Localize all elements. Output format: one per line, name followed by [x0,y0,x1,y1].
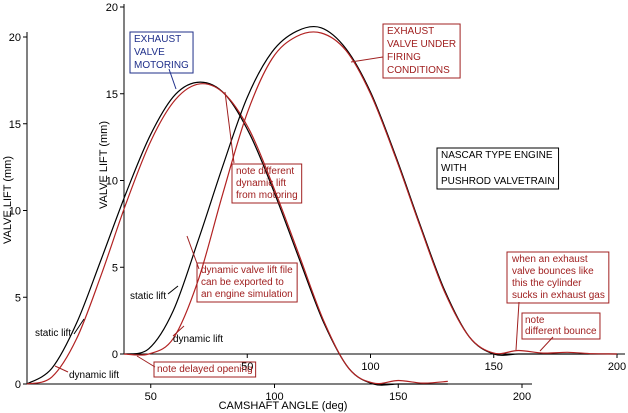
front-x-tick-label: 150 [485,361,503,373]
export-leader [186,235,200,270]
front-dynamic-label-line: dynamic lift [173,334,223,345]
note-different-dynamic-label-box [231,163,303,204]
back-static-label: static lift [35,328,71,339]
export-label-line: an engine simulation [201,289,293,300]
nascar-label: NASCAR TYPE ENGINE WITH PUSHROD VALVETRAIN [436,147,560,190]
back-y-tick-label: 10 [9,206,21,218]
note-different-bounce-label-line: note [525,315,545,326]
nascar-label-box [436,147,560,190]
annotations-layer: EXHAUST VALVE MOTORING EXHAUST VALVE UNDER FI… [35,23,610,381]
firing-label-line: CONDITIONS [387,65,450,76]
note-different-dynamic-leader [224,91,235,164]
front-x-tick-label: 100 [361,361,379,373]
front-y-tick-label: 5 [112,262,118,274]
delayed-opening-label-box [153,361,257,378]
delayed-opening-label-line: note delayed opening [157,364,253,375]
bounce-explanation-label-line: valve bounces like [512,266,594,277]
nascar-label-line: WITH [441,163,467,174]
back-y-tick-label: 5 [15,292,21,304]
front-y-axis-title: VALVE LIFT (mm) [98,121,110,209]
front-y-tick-label: 15 [106,89,118,101]
export-label-line: can be exported to [201,277,284,288]
back-static-lift-series [26,81,448,386]
front-dynamic-leader [172,325,185,337]
back-dynamic-leader [54,365,69,373]
front-x-tick-label: 50 [241,361,253,373]
note-different-dynamic-label-line: dynamic lift [236,178,286,189]
front-y-tick-label: 20 [106,2,118,14]
nascar-label-line: PUSHROD VALVETRAIN [441,176,555,187]
note-different-dynamic-label-line: from motoring [236,190,298,201]
motoring-label-line: VALVE [134,47,165,58]
bounce-explanation-label-line: this the cylinder [512,278,582,289]
front-y-tick-label: 10 [106,176,118,188]
back-y-axis-title: VALVE LIFT (mm) [2,156,14,244]
back-dynamic-label-line: dynamic lift [69,370,119,381]
bounce-explanation-leader [515,301,520,351]
motoring-label-line: MOTORING [134,60,189,71]
back-static-label-line: static lift [35,328,71,339]
note-different-bounce-leader [539,336,554,352]
front-static-lift-series [123,25,617,356]
front-dynamic-label: dynamic lift [173,334,223,345]
export-label-line: dynamic valve lift file [201,265,293,276]
front-static-leader [167,285,179,295]
motoring-label-line: EXHAUST [134,34,181,45]
front-chart-axes: 50 100 150 200 0 5 10 15 20 [106,2,626,373]
front-static-label-line: static lift [130,291,166,302]
note-different-bounce-label-box [521,312,601,340]
motoring-label-box [129,31,194,74]
bounce-explanation-label-line: sucks in exhaust gas [512,290,605,301]
series-layer [26,25,618,386]
firing-label-line: FIRING [387,52,421,63]
x-axis-title: CAMSHAFT ANGLE (deg) [219,400,348,412]
back-x-tick-label: 50 [145,391,157,403]
front-y-tick-label: 0 [112,349,118,361]
firing-label-line: EXHAUST [387,26,434,37]
export-label-box [196,262,298,303]
back-dynamic-label: dynamic lift [69,370,119,381]
firing-leader [350,56,384,63]
back-x-tick-label: 200 [513,391,531,403]
firing-label-line: VALVE UNDER [387,39,456,50]
back-x-tick-label: 150 [389,391,407,403]
front-x-tick-label: 200 [608,361,626,373]
motoring-label: EXHAUST VALVE MOTORING [129,31,194,74]
delayed-opening-leader [136,355,156,368]
back-y-tick-label: 15 [9,119,21,131]
firing-label-box [382,23,461,79]
front-static-label: static lift [130,291,166,302]
note-different-bounce-label-line: different bounce [525,326,597,337]
front-dynamic-lift-series [123,31,618,356]
bounce-explanation-label-line: when an exhaust [511,254,588,265]
back-y-tick-label: 0 [15,379,21,391]
bounce-explanation-label-box [506,251,610,304]
motoring-leader [168,68,177,90]
back-static-leader [73,318,85,335]
delayed-opening-label: note delayed opening [153,361,257,378]
nascar-label-line: NASCAR TYPE ENGINE [441,150,553,161]
firing-label: EXHAUST VALVE UNDER FIRING CONDITIONS [382,23,461,79]
back-dynamic-lift-series [26,83,448,385]
back-y-tick-label: 20 [9,32,21,44]
back-x-tick-label: 100 [265,391,283,403]
note-different-dynamic-label-line: note different [236,166,294,177]
